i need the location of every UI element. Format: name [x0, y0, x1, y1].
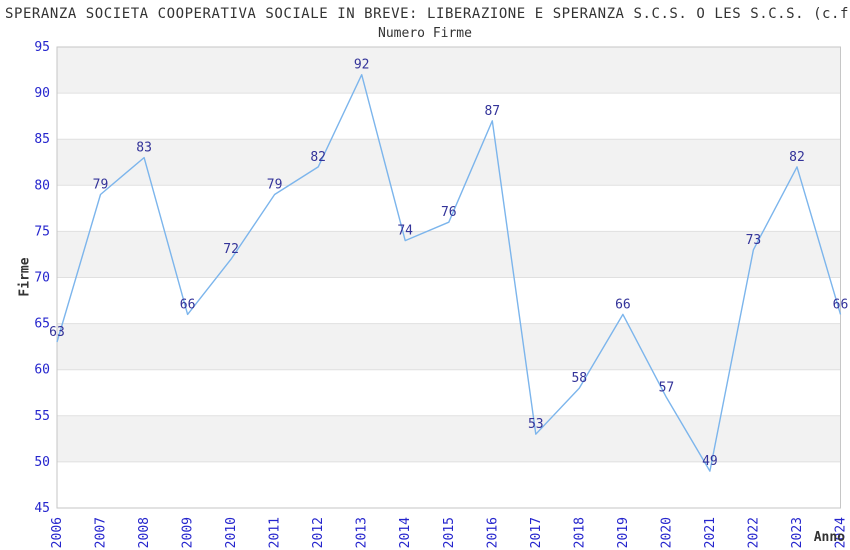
x-tick-label: 2022: [746, 517, 761, 548]
data-label: 83: [136, 141, 152, 156]
data-label: 53: [528, 417, 544, 432]
x-tick-label: 2021: [703, 517, 718, 548]
x-tick-label: 2008: [137, 517, 152, 548]
plot-band: [57, 231, 841, 278]
plot-band: [57, 93, 841, 140]
plot-band: [57, 185, 841, 232]
data-label: 76: [441, 205, 457, 220]
plot-band: [57, 461, 841, 508]
data-label: 73: [746, 233, 762, 248]
plot-band: [57, 277, 841, 324]
y-tick-label: 95: [34, 40, 50, 55]
data-label: 57: [659, 380, 675, 395]
chart-subtitle: Numero Firme: [378, 26, 472, 41]
x-axis-title: Anno: [813, 530, 845, 545]
x-tick-label: 2019: [616, 517, 631, 548]
y-tick-label: 65: [34, 317, 50, 332]
plot-band: [57, 369, 841, 416]
x-tick-label: 2020: [659, 517, 674, 548]
x-tick-label: 2010: [224, 517, 239, 548]
data-label: 79: [267, 178, 283, 193]
x-tick-label: 2015: [442, 517, 457, 548]
data-label: 87: [484, 104, 500, 119]
data-label: 82: [789, 150, 805, 165]
x-tick-label: 2007: [94, 517, 109, 548]
plot-band: [57, 323, 841, 370]
y-tick-label: 70: [34, 271, 50, 286]
series-line: [56, 73, 842, 472]
y-tick-label: 55: [34, 409, 50, 424]
x-tick-label: 2014: [398, 517, 413, 548]
x-tick-label: 2016: [485, 517, 500, 548]
x-tick-label: 2017: [529, 517, 544, 548]
chart-title: SPERANZA SOCIETA COOPERATIVA SOCIALE IN …: [5, 6, 849, 22]
y-tick-label: 60: [34, 363, 50, 378]
data-label: 72: [223, 242, 239, 257]
plot-band: [57, 139, 841, 186]
x-tick-label: 2018: [572, 517, 587, 548]
x-tick-label: 2024: [834, 517, 849, 548]
data-label: 79: [93, 178, 109, 193]
y-tick-label: 50: [34, 455, 50, 470]
y-tick-label: 90: [34, 86, 50, 101]
data-label: 92: [354, 58, 370, 73]
y-tick-label: 80: [34, 178, 50, 193]
data-label: 66: [833, 297, 849, 312]
data-label: 66: [615, 297, 631, 312]
x-tick-label: 2011: [268, 517, 283, 548]
data-label: 66: [180, 297, 196, 312]
y-axis-title: Firme: [17, 257, 33, 297]
y-tick-label: 85: [34, 132, 50, 147]
x-tick-label: 2006: [50, 517, 65, 548]
x-tick-label: 2012: [311, 517, 326, 548]
y-tick-label: 75: [34, 224, 50, 239]
x-tick-label: 2023: [790, 517, 805, 548]
plot-band: [57, 415, 841, 462]
x-tick-label: 2013: [355, 517, 370, 548]
y-tick-label: 45: [34, 501, 50, 516]
data-label: 82: [310, 150, 326, 165]
x-tick-label: 2009: [181, 517, 196, 548]
data-label: 63: [49, 325, 65, 340]
data-label: 74: [397, 224, 413, 239]
plot-border: [56, 46, 841, 509]
data-label: 49: [702, 454, 718, 469]
plot-band: [57, 47, 841, 94]
data-label: 58: [571, 371, 587, 386]
